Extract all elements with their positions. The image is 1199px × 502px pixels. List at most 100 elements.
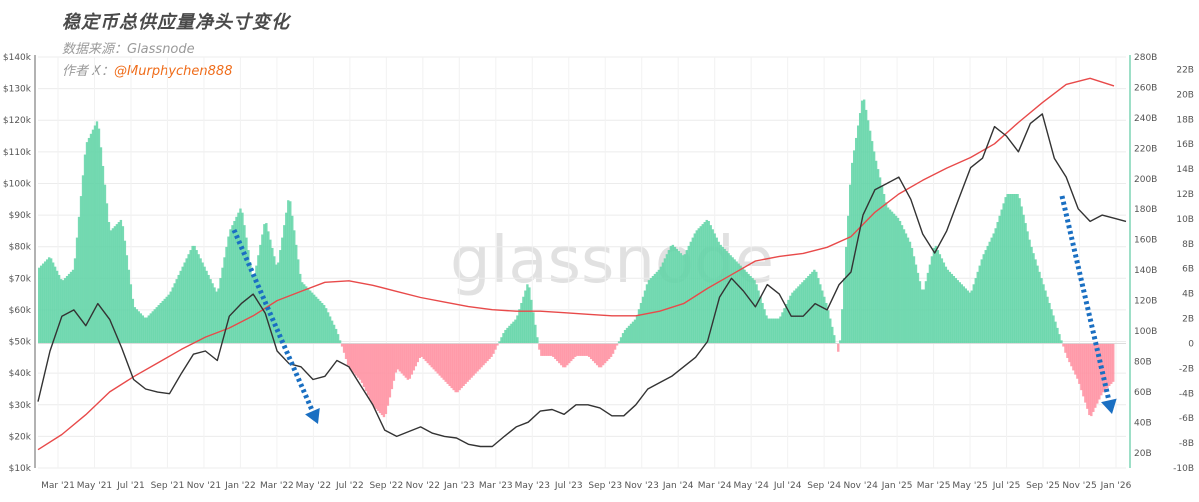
net-change-bar: [494, 343, 497, 350]
net-change-bar: [841, 309, 844, 344]
net-change-bar: [785, 304, 788, 344]
net-change-bar: [155, 307, 158, 344]
net-change-bar: [235, 216, 238, 344]
net-change-bar: [906, 237, 910, 344]
net-change-bar: [412, 343, 416, 371]
net-change-bar: [324, 308, 328, 344]
net-change-bar: [400, 343, 404, 374]
net-change-bar: [759, 296, 762, 344]
net-change-bar: [370, 343, 374, 404]
net-change-bar: [803, 280, 806, 344]
net-change-bar: [440, 343, 443, 378]
net-change-bar: [697, 228, 700, 344]
net-change-bar: [53, 266, 57, 344]
net-change-bar: [998, 215, 1001, 344]
net-change-bar: [340, 343, 344, 347]
net-change-bar: [358, 343, 362, 380]
net-change-bar: [854, 137, 858, 344]
net-change-bar: [669, 245, 673, 344]
y-right-tick-label: 4B: [1182, 290, 1194, 300]
net-change-bar: [1004, 197, 1007, 344]
net-change-bar: [189, 250, 192, 344]
net-change-bar: [976, 271, 979, 344]
net-change-bar: [287, 200, 290, 344]
net-change-bar: [161, 300, 164, 344]
net-change-bar: [348, 343, 352, 370]
net-change-bar: [165, 296, 168, 344]
x-tick-label: Mar '22: [260, 481, 294, 491]
net-change-bar: [225, 246, 228, 344]
net-change-bar: [1038, 271, 1041, 344]
net-change-bar: [651, 275, 655, 344]
net-change-bar: [227, 236, 230, 344]
y-right-tick-label: 10B: [1176, 215, 1194, 225]
net-change-bar: [1062, 343, 1065, 347]
net-change-bar: [745, 271, 748, 344]
author-handle[interactable]: @Murphychen888: [114, 64, 233, 79]
net-change-bar: [633, 319, 637, 344]
net-change-bar: [239, 208, 242, 344]
net-change-bar: [926, 272, 930, 344]
net-change-bar: [233, 220, 236, 344]
net-change-bar: [695, 230, 698, 344]
net-change-bar: [418, 343, 421, 358]
net-change-bar: [195, 250, 198, 344]
net-change-bar: [374, 343, 378, 409]
net-change-bar: [821, 290, 824, 344]
net-change-bar: [388, 343, 392, 398]
net-change-bar: [1006, 194, 1009, 344]
net-change-bar: [428, 343, 431, 366]
net-change-bar: [107, 222, 111, 344]
net-change-bar: [733, 259, 736, 344]
net-change-bar: [641, 296, 645, 344]
net-change-bar: [410, 343, 414, 375]
net-change-bar: [1070, 343, 1073, 367]
x-tick-label: May '23: [515, 481, 550, 491]
net-change-bar: [57, 274, 61, 344]
y-right-tick-label: 14B: [1176, 165, 1194, 175]
net-change-bar: [496, 343, 499, 346]
net-change-bar: [111, 228, 115, 344]
net-change-bar: [71, 269, 75, 344]
net-change-bar: [791, 292, 794, 344]
net-change-bar: [843, 278, 846, 344]
net-change-bar: [125, 255, 129, 344]
x-tick-label: Nov '22: [406, 481, 440, 491]
net-change-bar: [498, 341, 501, 344]
net-change-bar: [460, 343, 463, 389]
net-change-bar: [685, 250, 689, 344]
net-change-bar: [647, 280, 651, 344]
net-change-bar: [847, 215, 850, 344]
y-mid-tick-label: 240B: [1134, 114, 1157, 124]
net-change-bar: [659, 266, 663, 344]
net-change-bar: [1054, 321, 1057, 344]
x-tick-label: Nov '21: [187, 481, 221, 491]
net-change-bar: [671, 244, 675, 344]
net-change-bar: [482, 343, 485, 366]
y-right-tick-label: 6B: [1182, 265, 1194, 275]
chart-title: 稳定币总供应量净头寸变化: [62, 12, 290, 33]
net-change-bar: [279, 250, 282, 344]
net-change-bar: [839, 340, 842, 344]
net-change-bar: [1088, 343, 1091, 416]
y-left-tick-label: $40k: [9, 369, 32, 379]
net-change-bar: [406, 343, 410, 380]
net-change-bar: [1046, 296, 1049, 344]
net-change-bar: [1024, 223, 1027, 344]
arrow-down-2025-shaft: [1059, 195, 1112, 401]
net-change-bar: [151, 311, 154, 344]
y-mid-tick-label: 140B: [1134, 266, 1157, 276]
y-right-tick-label: 8B: [1182, 240, 1194, 250]
net-change-bar: [424, 343, 427, 362]
y-left-tick-label: $30k: [9, 401, 32, 411]
net-change-bar: [386, 343, 390, 406]
net-change-bar: [123, 240, 127, 344]
net-change-bar: [510, 323, 513, 344]
net-change-bar: [434, 343, 437, 372]
net-change-bar: [183, 262, 186, 344]
net-change-bar: [1032, 253, 1035, 344]
net-change-bar: [185, 258, 188, 344]
net-change-bar: [1034, 259, 1037, 344]
net-change-bar: [789, 295, 792, 344]
net-change-bar: [157, 305, 160, 344]
